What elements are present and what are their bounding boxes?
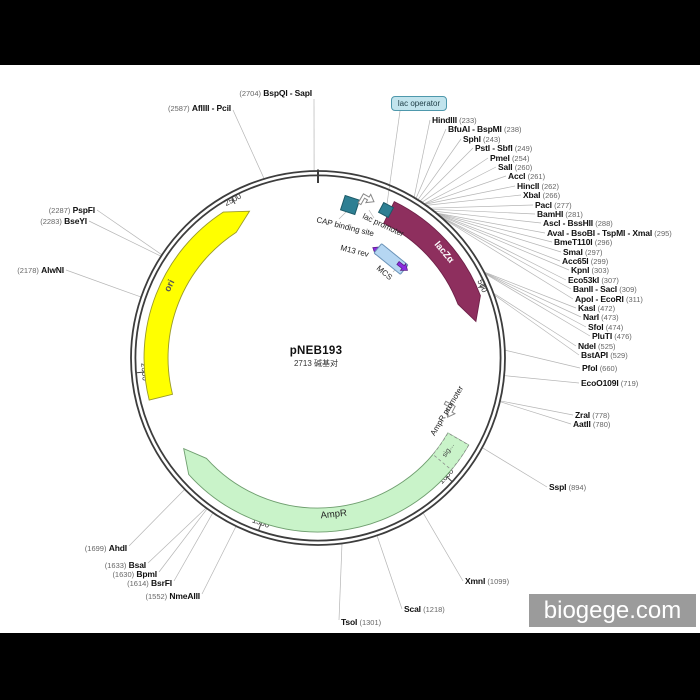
site-label: HindIII (233)	[432, 115, 477, 125]
ampr-label: AmpR	[320, 508, 348, 522]
sig-segment	[432, 432, 470, 471]
site-label: SalI (260)	[498, 162, 533, 172]
site-label: AvaI - BsoBI - TspMI - XmaI (295)	[547, 228, 672, 238]
site-label: AatII (780)	[573, 419, 611, 429]
site-label: (1552) NmeAIII	[145, 591, 200, 601]
site-label: (2287) PspFI	[48, 205, 95, 215]
site-label: BamHI (281)	[537, 209, 583, 219]
site-label: (2704) BspQI - SapI	[239, 88, 312, 98]
tick-label-2500: 2500	[223, 191, 243, 208]
site-label: (2587) AflIII - PciI	[167, 103, 231, 113]
plasmid-title-block: pNEB193 2713 碱基对	[251, 345, 381, 369]
lac-operator-badge: lac operator	[391, 96, 447, 111]
site-label: ApoI - EcoRI (311)	[575, 294, 643, 304]
site-label: Eco53kI (307)	[568, 275, 619, 285]
site-label: Acc65I (299)	[562, 256, 609, 266]
callout-lines	[65, 98, 591, 621]
site-label: KpnI (303)	[571, 265, 610, 275]
site-label: BanII - SacI (309)	[573, 284, 637, 294]
cap-binding-site-box	[339, 194, 361, 216]
site-label: ScaI (1218)	[404, 604, 445, 614]
site-label: BmeT110I (296)	[554, 237, 613, 247]
site-label: NarI (473)	[583, 312, 619, 322]
ori-arrow	[143, 210, 251, 401]
tick-marks	[136, 197, 485, 531]
site-label: EcoO109I (719)	[581, 378, 639, 388]
watermark: biogege.com	[529, 594, 696, 627]
site-label: PfoI (660)	[582, 363, 618, 373]
site-label: ZraI (778)	[575, 410, 610, 420]
site-label: SphI (243)	[463, 134, 501, 144]
site-label: (2178) AlwNI	[17, 265, 64, 275]
site-label: (1614) BsrFI	[127, 578, 172, 588]
site-label: NdeI (525)	[578, 341, 616, 351]
site-label: SmaI (297)	[563, 247, 603, 257]
site-label: (2283) BseYI	[40, 216, 87, 226]
site-label: PacI (277)	[535, 200, 572, 210]
site-label: XmnI (1099)	[465, 576, 510, 586]
site-label: BfuAI - BspMI (238)	[448, 124, 522, 134]
plasmid-ring	[130, 169, 506, 546]
site-label: PluTI (476)	[592, 331, 632, 341]
ampr-promoter-arrow-icon	[443, 400, 457, 418]
site-label: AccI (261)	[508, 171, 546, 181]
site-label: XbaI (266)	[523, 190, 561, 200]
lac-promoter-arrow-icon	[357, 193, 375, 206]
mcs-end-arrow	[396, 261, 408, 271]
site-label: (1630) BpmI	[112, 569, 157, 579]
plasmid-size: 2713 碱基对	[293, 359, 339, 368]
ori-label: ori	[162, 278, 177, 294]
site-label: SfoI (474)	[588, 322, 624, 332]
m13-rev-label: M13 rev	[340, 243, 370, 259]
plasmid-name: pNEB193	[289, 345, 343, 357]
site-label: (1633) BsaI	[104, 560, 146, 570]
site-label: AscI - BssHII (288)	[543, 218, 613, 228]
lac-operator-site-box	[377, 201, 395, 219]
site-label: PmeI (254)	[490, 153, 530, 163]
site-label: BstAPI (529)	[581, 350, 628, 360]
site-label: PstI - SbfI (249)	[475, 143, 533, 153]
site-label: HincII (262)	[517, 181, 559, 191]
site-label: SspI (894)	[549, 482, 587, 492]
ampr-promoter-label: AmpR promoter	[428, 384, 465, 437]
site-label: (1699) AhdI	[84, 543, 127, 553]
site-label: TsoI (1301)	[341, 617, 382, 627]
lacza-arrow	[383, 200, 481, 323]
site-label: KasI (472)	[578, 303, 616, 313]
ampr-arrow	[183, 432, 470, 533]
